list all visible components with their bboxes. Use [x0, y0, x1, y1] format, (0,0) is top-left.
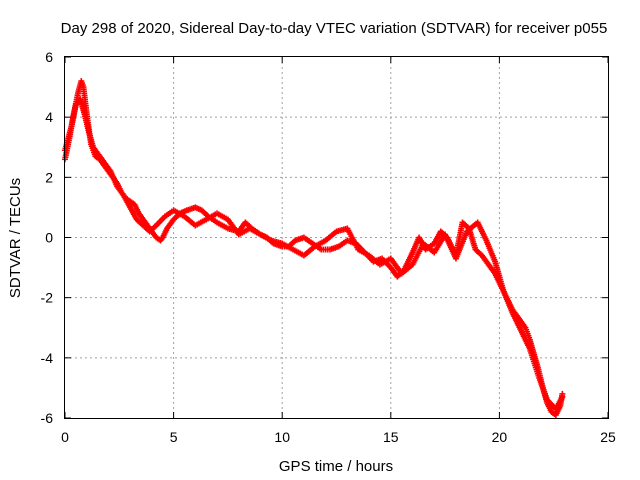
x-tick-label: 5: [170, 429, 178, 445]
y-tick-label: 2: [45, 169, 53, 185]
y-axis-label: SDTVAR / TECUs: [7, 178, 24, 298]
y-tick-label: 0: [45, 230, 53, 246]
y-tick-label: -4: [41, 350, 54, 366]
data-point: [559, 393, 566, 400]
grid-lines: [65, 57, 608, 418]
axis-ticks: 0 5 10 15 20 25 -6 -4 -2 0 2 4 6: [41, 49, 616, 445]
x-tick-label: 15: [383, 429, 399, 445]
y-tick-label: -6: [41, 410, 54, 426]
y-tick-label: 4: [45, 109, 53, 125]
y-tick-label: -2: [41, 290, 54, 306]
chart-title: Day 298 of 2020, Sidereal Day-to-day VTE…: [61, 20, 608, 37]
data-points: [62, 78, 566, 418]
x-tick-label: 20: [492, 429, 508, 445]
plot-frame: [64, 56, 609, 419]
x-tick-label: 0: [61, 429, 69, 445]
x-axis-label: GPS time / hours: [279, 458, 393, 475]
y-tick-label: 6: [45, 49, 53, 65]
x-tick-label: 10: [274, 429, 290, 445]
x-tick-label: 25: [600, 429, 616, 445]
